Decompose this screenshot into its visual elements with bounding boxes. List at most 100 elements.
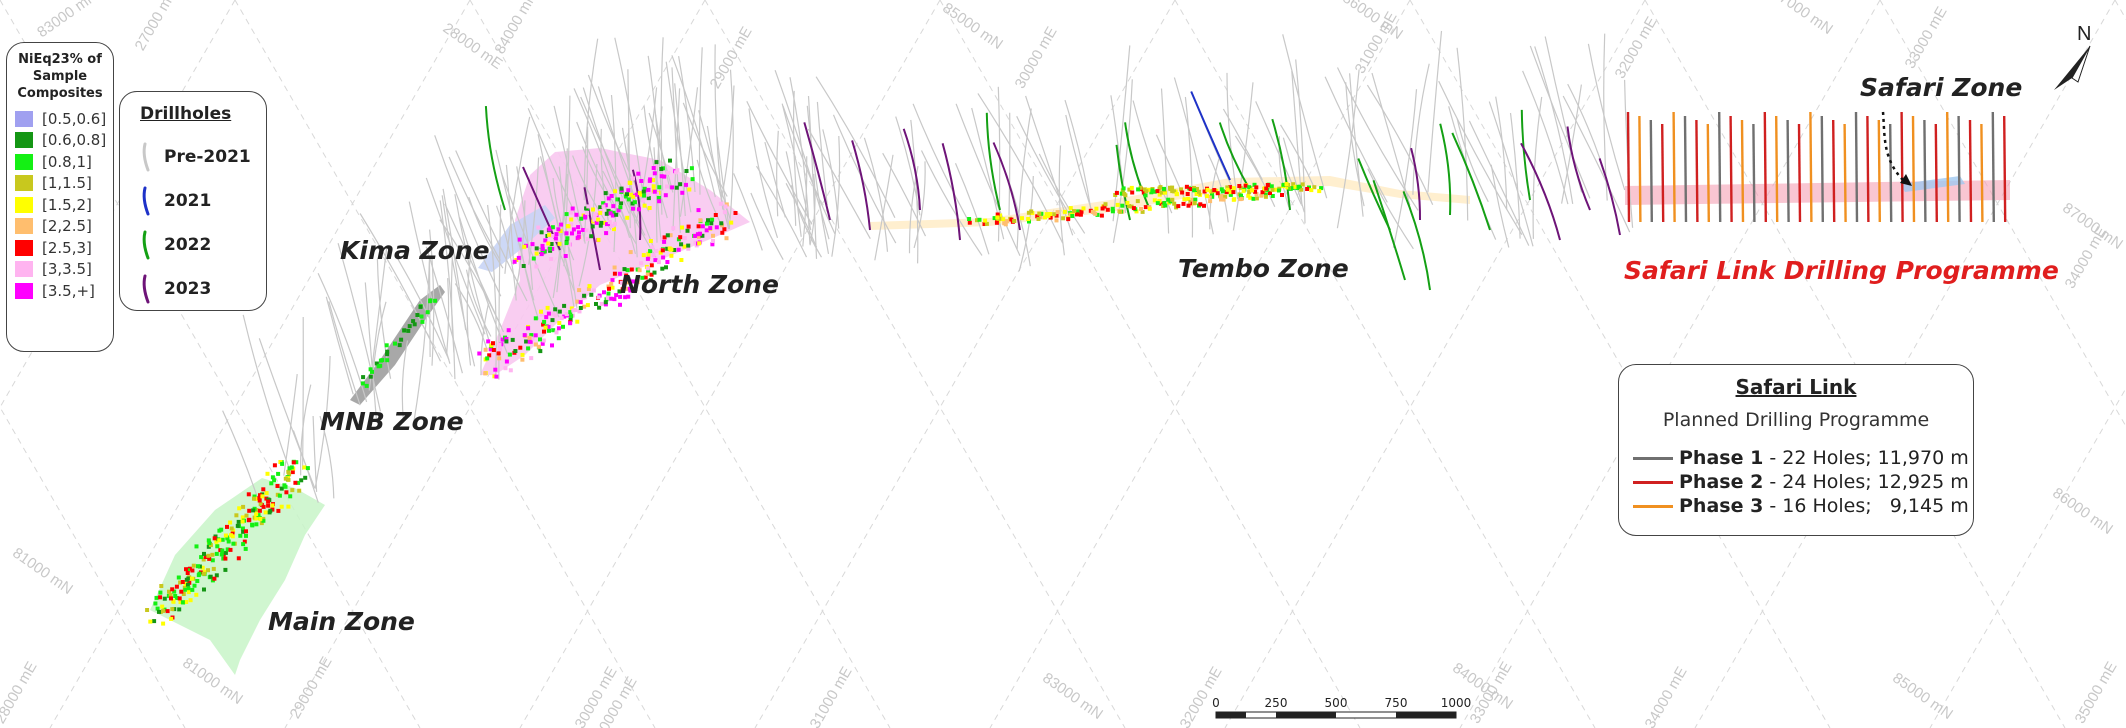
grid-coordinate-label: 28000 mE <box>0 659 41 727</box>
sample-point <box>576 225 581 230</box>
sample-point <box>1224 190 1229 194</box>
sample-point <box>234 513 239 518</box>
planned-hole-trace <box>1763 111 1767 223</box>
sample-point <box>541 338 546 343</box>
sample-point <box>551 328 556 333</box>
drillhole-trace <box>660 37 664 191</box>
sample-point <box>697 241 702 246</box>
sample-point <box>652 189 657 194</box>
color-swatch <box>15 282 33 299</box>
sample-point <box>639 261 644 266</box>
sample-point <box>1078 212 1083 217</box>
sample-point <box>660 248 665 253</box>
sample-point <box>1312 185 1317 190</box>
sample-point <box>653 258 658 263</box>
sample-point <box>1270 187 1275 192</box>
drillhole-trace <box>528 157 540 265</box>
sample-point <box>190 587 195 592</box>
sample-point <box>646 268 651 273</box>
sample-point <box>516 255 521 260</box>
sample-point <box>625 268 630 273</box>
drillhole-trace <box>376 259 392 379</box>
sample-point <box>1143 205 1148 210</box>
sample-point <box>522 333 527 338</box>
sample-point <box>693 240 698 245</box>
sample-point <box>195 579 200 583</box>
sample-point <box>631 194 636 199</box>
sample-point <box>361 375 366 380</box>
sample-point <box>611 204 616 209</box>
drillhole-trace <box>1522 70 1569 205</box>
sample-point <box>565 236 570 241</box>
sample-point <box>184 567 188 572</box>
sample-point <box>696 224 701 229</box>
sample-point <box>641 189 646 194</box>
sample-point <box>250 522 255 527</box>
sample-point <box>556 326 561 331</box>
sample-point <box>1174 192 1179 196</box>
sample-point <box>1250 188 1254 193</box>
sample-point <box>177 607 182 612</box>
sample-point <box>270 503 275 508</box>
sample-point <box>165 609 170 614</box>
sample-point <box>670 185 675 190</box>
sample-point <box>1136 187 1141 192</box>
sample-point <box>418 304 423 309</box>
sample-point <box>493 367 498 372</box>
drillhole-trace <box>776 130 779 217</box>
drillhole-trace <box>792 90 802 237</box>
sample-point <box>1212 188 1217 192</box>
sample-point <box>605 295 610 300</box>
sample-point <box>569 314 574 319</box>
sample-point <box>201 557 206 562</box>
drillhole-trace <box>1349 73 1364 217</box>
sample-point <box>1227 190 1232 195</box>
sample-point <box>992 216 997 221</box>
sample-point <box>682 244 687 249</box>
sample-point <box>545 305 550 310</box>
drillhole-trace <box>941 143 961 241</box>
sample-point <box>268 508 273 513</box>
sample-point <box>192 583 197 588</box>
sample-point <box>236 519 241 524</box>
sample-point <box>645 271 650 276</box>
sample-point <box>629 279 634 284</box>
main-zone-shape <box>150 478 325 675</box>
sample-point <box>578 306 583 310</box>
sample-point <box>1192 201 1197 205</box>
sample-point <box>642 193 647 198</box>
drillhole-trace <box>977 93 1064 244</box>
sample-point <box>1125 200 1130 205</box>
planned-hole-trace <box>1786 119 1790 223</box>
sample-point <box>168 592 173 597</box>
drillhole-trace <box>1324 76 1388 203</box>
sample-point <box>722 227 727 232</box>
sample-point <box>637 268 642 273</box>
sample-point <box>419 314 424 319</box>
sample-point <box>1231 190 1236 195</box>
safari-link-planned-holes <box>1626 111 2007 223</box>
sample-point <box>491 341 495 346</box>
composites-title-line: Sample <box>32 69 88 84</box>
sample-point <box>598 223 603 228</box>
drillhole-trace <box>631 169 642 241</box>
sample-point <box>596 217 601 222</box>
sample-point <box>220 537 225 542</box>
sample-point <box>1004 219 1009 224</box>
sample-point <box>662 239 667 244</box>
sample-point <box>698 218 703 223</box>
sample-point <box>561 324 565 329</box>
sample-point <box>1131 206 1136 211</box>
sample-point <box>664 265 668 270</box>
sample-point <box>538 349 543 354</box>
drillhole-trace <box>985 112 1001 211</box>
sample-point <box>272 463 277 468</box>
sample-point <box>618 294 623 299</box>
drillhole-trace <box>1038 153 1086 234</box>
sample-point <box>645 192 650 197</box>
sample-point <box>634 192 639 197</box>
drillhole-trace <box>955 103 1021 257</box>
drillhole-trace <box>1534 46 1574 204</box>
sample-point <box>662 235 667 240</box>
drillhole-trace <box>1271 118 1291 211</box>
